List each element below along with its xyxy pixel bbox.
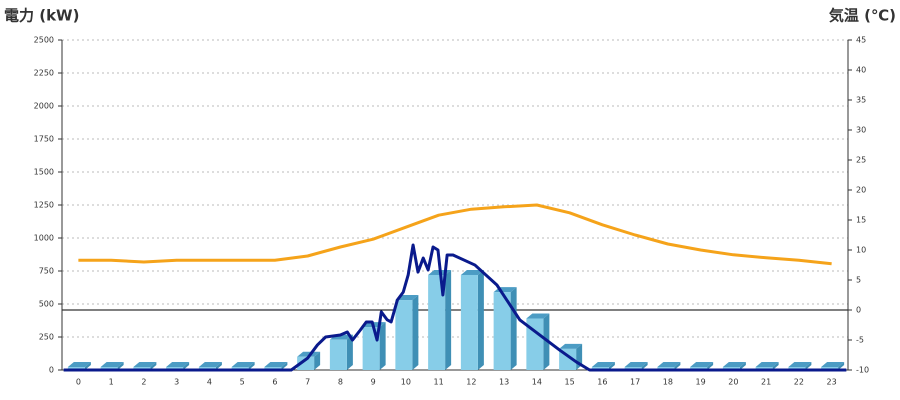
y2-tick-label: 20 <box>856 186 866 195</box>
bar <box>493 292 511 370</box>
x-tick-label: 23 <box>827 378 837 387</box>
y-tick-label: 0 <box>49 366 54 375</box>
y-tick-label: 500 <box>39 300 54 309</box>
y2-tick-label: -5 <box>856 336 864 345</box>
bar-side <box>314 351 321 370</box>
y-tick-label: 2000 <box>34 102 54 111</box>
bar-top <box>133 362 157 367</box>
bar-top <box>231 362 255 367</box>
bar-top <box>624 362 648 367</box>
y2-tick-label: 5 <box>856 276 861 285</box>
bar <box>428 274 446 370</box>
x-tick-label: 5 <box>240 378 245 387</box>
bar-top <box>198 362 222 367</box>
y-tick-label: 1000 <box>34 234 54 243</box>
bar-side <box>445 269 452 370</box>
bar-top <box>657 362 681 367</box>
y2-tick-label: 0 <box>856 306 861 315</box>
bar-side <box>739 362 746 370</box>
x-tick-label: 12 <box>466 378 476 387</box>
bar-side <box>805 362 812 370</box>
x-tick-label: 10 <box>401 378 411 387</box>
bar-side <box>707 362 714 370</box>
x-tick-label: 6 <box>272 378 277 387</box>
bar-side <box>215 362 222 370</box>
line <box>78 203 832 266</box>
bar <box>526 318 544 370</box>
bar-top <box>166 362 190 367</box>
x-tick-label: 1 <box>109 378 114 387</box>
y2-tick-label: 25 <box>856 156 866 165</box>
y2-tick-label: 40 <box>856 66 866 75</box>
bar <box>395 300 413 370</box>
bar-top <box>755 362 779 367</box>
y2-tick-label: 35 <box>856 96 866 105</box>
bar-side <box>674 362 681 370</box>
bar-side <box>150 362 157 370</box>
bar-top <box>67 362 91 367</box>
x-tick-label: 16 <box>597 378 607 387</box>
bar-side <box>281 362 288 370</box>
bar-side <box>608 362 615 370</box>
bar-side <box>772 362 779 370</box>
bar-top <box>821 362 845 367</box>
x-tick-label: 19 <box>696 378 706 387</box>
bar-side <box>346 334 353 370</box>
y2-tick-label: 10 <box>856 246 866 255</box>
y-tick-label: 2500 <box>34 36 54 45</box>
x-tick-label: 18 <box>663 378 673 387</box>
bar-top <box>264 362 288 367</box>
bar-top <box>559 343 583 349</box>
x-tick-label: 9 <box>371 378 376 387</box>
y-tick-label: 2250 <box>34 69 54 78</box>
line <box>63 243 847 372</box>
bar-side <box>117 362 124 370</box>
x-tick-label: 11 <box>434 378 444 387</box>
x-tick-label: 20 <box>728 378 738 387</box>
y2-tick-label: 15 <box>856 216 866 225</box>
x-tick-label: 17 <box>630 378 640 387</box>
bar-side <box>641 362 648 370</box>
y-tick-label: 1500 <box>34 168 54 177</box>
bar-top <box>591 362 615 367</box>
y-tick-label: 1750 <box>34 135 54 144</box>
x-tick-label: 2 <box>141 378 146 387</box>
x-tick-label: 15 <box>565 378 575 387</box>
y-tick-label: 250 <box>39 333 54 342</box>
x-tick-label: 3 <box>174 378 179 387</box>
x-tick-label: 21 <box>761 378 771 387</box>
bar-side <box>248 362 255 370</box>
y-tick-label: 1250 <box>34 201 54 210</box>
bar-top <box>788 362 812 367</box>
bar-side <box>412 295 419 370</box>
y2-tick-label: 45 <box>856 36 866 45</box>
x-tick-label: 22 <box>794 378 804 387</box>
y-tick-label: 750 <box>39 267 54 276</box>
bar-side <box>510 287 517 370</box>
bar <box>329 339 347 370</box>
bar-side <box>183 362 190 370</box>
y2-axis-title: 気温 (℃) <box>829 7 896 25</box>
y2-tick-label: -10 <box>856 366 869 375</box>
x-tick-label: 7 <box>305 378 310 387</box>
bar-side <box>379 322 386 370</box>
bar-side <box>838 362 845 370</box>
y-axis-title: 電力 (kW) <box>4 7 79 25</box>
bar-side <box>477 269 484 370</box>
x-tick-label: 0 <box>76 378 81 387</box>
bar-top <box>526 313 550 319</box>
x-tick-label: 13 <box>499 378 509 387</box>
bar-top <box>100 362 124 367</box>
bar-top <box>722 362 746 367</box>
bar-top <box>690 362 714 367</box>
bar-side <box>84 362 91 370</box>
bar-top <box>460 269 484 275</box>
x-tick-label: 14 <box>532 378 542 387</box>
x-tick-label: 8 <box>338 378 343 387</box>
bar <box>297 356 315 370</box>
y2-tick-label: 30 <box>856 126 866 135</box>
x-tick-label: 4 <box>207 378 212 387</box>
bar <box>460 274 478 370</box>
